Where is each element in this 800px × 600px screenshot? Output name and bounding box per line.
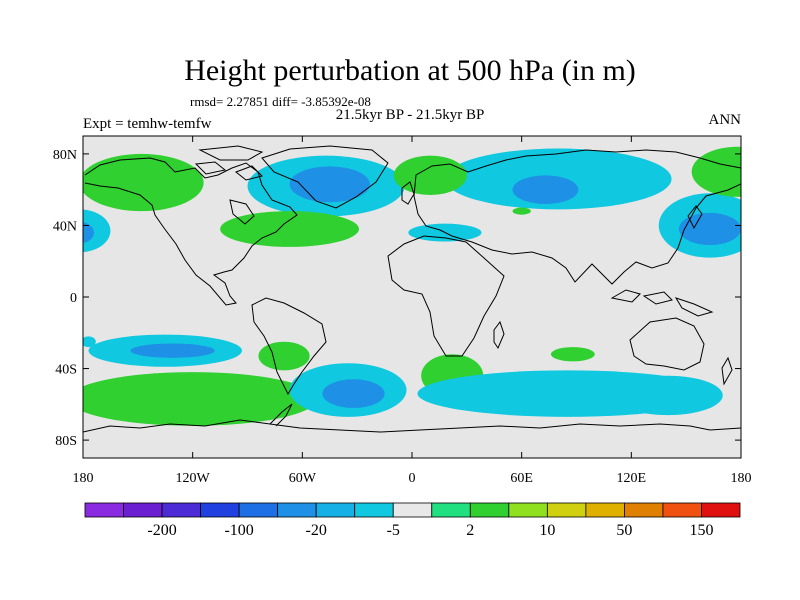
colorbar: -200 -100 -20 -5 2 10 50 150 (84, 502, 741, 539)
colorbar-boxes (84, 502, 741, 518)
contour-region-northeast-pacific-cyan (83, 209, 111, 253)
colorbar-label-6: 50 (616, 522, 632, 539)
period-label: 21.5kyr BP - 21.5kyr BP (336, 107, 485, 123)
coastline-africa (387, 235, 505, 357)
contour-region-southeast-pacific-green-inner (115, 384, 263, 417)
coastline-madagascar (493, 320, 505, 350)
coastline-australia (629, 317, 705, 371)
contour-region-southwest-pacific-cyan (83, 336, 96, 348)
colorbar-box-2 (161, 502, 201, 518)
colorbar-box-15 (662, 502, 702, 518)
colorbar-label-5: 10 (539, 522, 555, 539)
contour-region-south-atlantic-blue (322, 379, 385, 408)
coastlines (83, 145, 741, 433)
contour-region-greenland-blue (289, 166, 370, 203)
colorbar-label-2: -20 (306, 522, 327, 539)
colorbar-box-12 (546, 502, 587, 518)
colorbar-label-1: -100 (224, 522, 253, 539)
colorbar-label-4: 2 (466, 522, 474, 539)
y-tick-label-1: 40N (53, 219, 77, 234)
coastline-maritime-continent (610, 289, 714, 317)
contour-region-central-asia-green (512, 207, 531, 215)
contour-region-northwest-pacific-blue (678, 212, 741, 246)
coastline-north-america (84, 157, 298, 306)
coastline-antarctic-peninsula (269, 403, 293, 427)
colorbar-box-5 (277, 502, 317, 518)
axis-labels: 180 120W 60W 0 60E 120E 180 80N 40N 0 40S 80S (53, 148, 752, 486)
x-tick-label-1: 120W (176, 471, 211, 486)
contour-region-north-pacific-green-inner (101, 168, 175, 204)
coastline-hudson-bay (229, 199, 255, 225)
x-tick-label-2: 60W (289, 471, 317, 486)
season-label: ANN (709, 112, 742, 128)
coastline-uk (401, 181, 415, 205)
colorbar-box-16 (701, 502, 741, 518)
colorbar-box-6 (315, 502, 356, 518)
contour-region-south-indian-green (550, 347, 595, 362)
contour-region-northeast-pacific-blue (83, 222, 94, 243)
experiment-label: Expt = temhw-temfw (83, 116, 212, 132)
contour-region-south-america-green (258, 341, 310, 371)
y-tick-label-4: 80S (55, 434, 77, 449)
contour-region-siberia-blue (512, 175, 579, 204)
coastline-arctic-islands (194, 145, 264, 181)
colorbar-box-0 (84, 502, 124, 518)
colorbar-box-10 (469, 502, 510, 518)
axis-ticks (82, 136, 742, 458)
map-area (82, 135, 742, 459)
coastline-eurasia (413, 149, 741, 285)
x-tick-label-3: 0 (409, 471, 416, 486)
colorbar-box-9 (431, 502, 471, 518)
x-tick-label-5: 120E (617, 471, 647, 486)
contour-region-scandinavia-green (393, 155, 467, 196)
x-tick-label-4: 60E (510, 471, 533, 486)
x-tick-label-0: 180 (73, 471, 94, 486)
coastline-japan (687, 205, 703, 230)
colorbar-label-3: -5 (387, 522, 400, 539)
colorbar-box-13 (585, 502, 625, 518)
chart-title: Height perturbation at 500 hPa (in m) (184, 54, 636, 87)
coastline-south-america (251, 297, 327, 396)
colorbar-labels: -200 -100 -20 -5 2 10 50 150 (147, 522, 713, 539)
contour-region-north-atlantic-green-inner (265, 220, 339, 238)
colorbar-box-1 (123, 502, 163, 518)
coastline-greenland (261, 145, 389, 209)
colorbar-box-4 (238, 502, 279, 518)
colorbar-label-7: 150 (689, 522, 713, 539)
colorbar-box-14 (624, 502, 664, 518)
colorbar-box-7 (354, 502, 394, 518)
colorbar-box-3 (200, 502, 240, 518)
contour-layer (83, 146, 741, 426)
colorbar-box-11 (508, 502, 548, 518)
stats-label: rmsd= 2.27851 diff= -3.85392e-08 (190, 94, 371, 109)
y-tick-label-2: 0 (70, 291, 77, 306)
colorbar-label-0: -200 (147, 522, 176, 539)
coastline-new-zealand (721, 356, 733, 386)
y-tick-label-3: 40S (55, 363, 77, 378)
coastline-antarctica (83, 419, 741, 433)
x-tick-label-6: 180 (731, 471, 752, 486)
contour-region-south-pacific-blue (130, 343, 215, 358)
colorbar-box-8 (392, 502, 433, 518)
contour-region-southern-ocean-east-cyan (613, 375, 723, 416)
y-tick-label-0: 80N (53, 148, 77, 163)
